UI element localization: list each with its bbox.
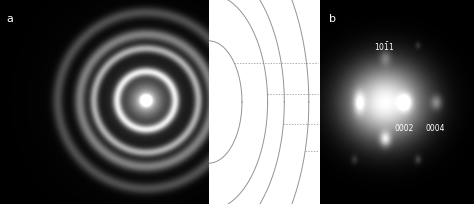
Text: =1.28 Å: =1.28 Å — [322, 159, 353, 168]
Text: a: a — [6, 14, 13, 24]
Text: 10$\bar{1}$1: 10$\bar{1}$1 — [374, 41, 395, 53]
Text: 0002: 0002 — [395, 124, 414, 133]
Text: 0004: 0004 — [426, 124, 445, 133]
Text: CNT: CNT — [322, 120, 338, 129]
Text: CNT: CNT — [322, 146, 338, 155]
Text: CNT: CNT — [322, 59, 338, 68]
Text: 0002: 0002 — [336, 55, 346, 59]
Text: 10Ω1: 10Ω1 — [336, 86, 347, 90]
Text: =1.95 Å: =1.95 Å — [322, 102, 353, 111]
Text: 0004: 0004 — [336, 116, 346, 120]
Text: =1.69 Å: =1.69 Å — [322, 132, 353, 141]
Text: 1190: 1190 — [336, 143, 346, 147]
Text: CNT: CNT — [322, 89, 338, 98]
Text: =3.10 Å: =3.10 Å — [322, 71, 353, 80]
Text: b: b — [329, 14, 336, 24]
